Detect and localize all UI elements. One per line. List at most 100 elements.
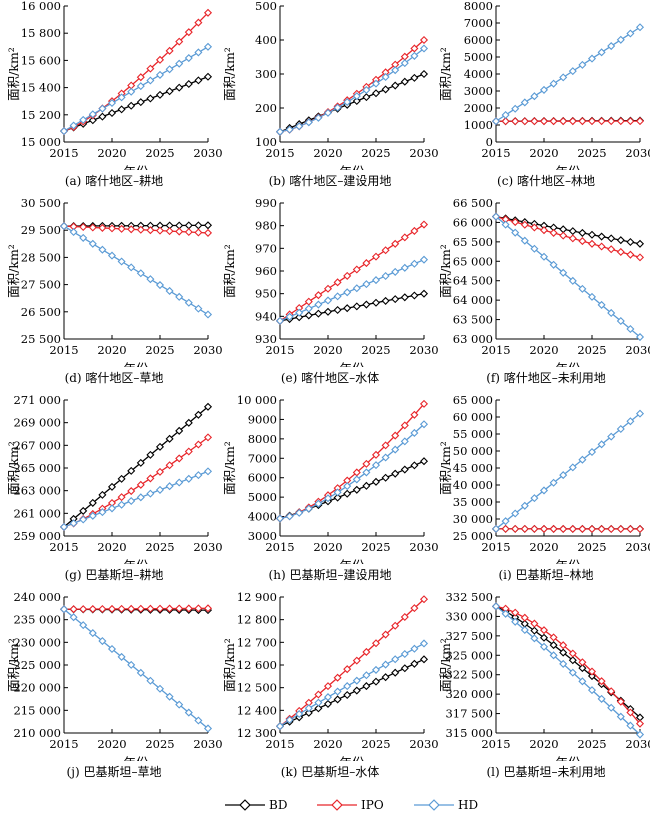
data-point xyxy=(175,454,184,463)
data-point xyxy=(587,686,597,695)
legend-item-hd: HD xyxy=(412,796,482,816)
x-axis-title: 年份 xyxy=(339,558,365,564)
data-point xyxy=(381,453,390,462)
data-point xyxy=(352,485,361,494)
data-point xyxy=(155,221,165,230)
y-tick-label: 235 000 xyxy=(13,613,61,627)
data-point xyxy=(511,524,520,533)
data-point xyxy=(568,524,577,533)
y-tick-label: 322 500 xyxy=(445,668,493,682)
data-point xyxy=(419,44,429,53)
data-point xyxy=(165,286,174,295)
x-tick-label: 2020 xyxy=(529,146,558,160)
data-point xyxy=(587,667,597,676)
data-point xyxy=(352,284,361,293)
y-axis-title: 面积/km² xyxy=(222,47,237,101)
data-point xyxy=(607,703,616,712)
data-point xyxy=(175,292,184,301)
data-point xyxy=(59,522,69,531)
data-point xyxy=(285,512,294,521)
data-point xyxy=(626,237,635,247)
data-point xyxy=(117,474,126,483)
data-point xyxy=(184,604,193,613)
data-point xyxy=(352,676,361,685)
x-tick-label: 2020 xyxy=(313,737,342,751)
data-point xyxy=(549,117,558,126)
data-point xyxy=(391,239,400,248)
y-tick-label: 15 200 xyxy=(21,108,61,122)
data-point xyxy=(352,686,361,695)
data-point xyxy=(597,117,606,126)
y-tick-label: 45 000 xyxy=(453,461,493,475)
x-tick-label: 2025 xyxy=(361,343,390,357)
panel-a: 15 000 15 200 15 400 15 600 15 800 16 000 2015… xyxy=(6,0,222,197)
data-point xyxy=(323,108,333,117)
data-point xyxy=(362,682,371,691)
data-point xyxy=(146,489,155,498)
data-point xyxy=(520,501,529,510)
series-hd xyxy=(491,212,645,342)
panel-l-chart: 315 000 317 500 320 000 322 500 325 000 327 5… xyxy=(438,591,650,761)
data-point xyxy=(275,127,285,136)
data-point xyxy=(520,117,529,126)
data-point xyxy=(343,665,352,674)
legend-label-hd: HD xyxy=(458,798,479,812)
data-point xyxy=(136,668,145,677)
data-point xyxy=(88,116,97,125)
y-tick-label: 35 000 xyxy=(453,495,493,509)
x-axis-title: 年份 xyxy=(123,164,149,170)
data-point xyxy=(362,300,371,309)
data-point xyxy=(194,410,203,419)
data-point xyxy=(511,509,520,518)
data-point xyxy=(194,221,203,230)
panel-d-chart: 25 500 26 500 27 500 28 500 29 500 30 500 2015… xyxy=(6,197,222,367)
data-point xyxy=(400,233,409,242)
data-point xyxy=(79,233,88,242)
y-tick-label: 55 000 xyxy=(453,427,493,441)
data-point xyxy=(127,496,136,506)
x-tick-label: 2015 xyxy=(481,146,510,160)
x-tick-label: 2015 xyxy=(481,540,510,554)
data-point xyxy=(136,480,145,489)
data-point xyxy=(59,605,69,614)
data-point xyxy=(117,604,126,613)
series-ipo xyxy=(275,399,429,523)
data-point xyxy=(362,85,371,95)
data-point xyxy=(362,459,371,468)
data-point xyxy=(520,220,529,229)
data-point xyxy=(79,506,88,515)
data-point xyxy=(501,117,510,126)
data-point xyxy=(549,228,558,237)
panel-e: 930 940 950 960 970 980 990 2015 2020 2025 2030 年份 面… xyxy=(222,197,438,394)
data-point xyxy=(98,223,107,232)
legend: BD IPO HD xyxy=(0,796,650,816)
data-point xyxy=(419,35,429,45)
y-tick-label: 263 000 xyxy=(13,484,61,498)
panel-b-chart: 100 200 300 400 500 2015 2020 2025 2030 年份 面积/km² xyxy=(222,0,438,170)
data-point xyxy=(155,485,165,494)
data-point xyxy=(410,410,419,419)
x-tick-label: 2020 xyxy=(529,343,558,357)
data-point xyxy=(511,218,520,227)
data-point xyxy=(136,225,145,234)
data-point xyxy=(314,698,323,707)
data-point xyxy=(343,489,352,498)
y-tick-label: 15 400 xyxy=(21,81,61,95)
data-point xyxy=(194,604,203,613)
y-tick-label: 990 xyxy=(255,197,277,210)
y-tick-label: 28 500 xyxy=(21,250,61,264)
y-tick-label: 25 500 xyxy=(21,332,61,346)
data-point xyxy=(165,434,174,443)
data-point xyxy=(400,263,409,272)
x-tick-label: 2020 xyxy=(529,540,558,554)
data-point xyxy=(371,639,381,648)
y-tick-label: 65 500 xyxy=(453,235,493,249)
legend-marker-hd xyxy=(414,799,454,811)
data-point xyxy=(203,8,213,17)
series-hd xyxy=(59,605,213,733)
data-point xyxy=(117,257,126,266)
series-line-ipo xyxy=(279,39,425,133)
panel-j-chart: 210 000 215 000 220 000 225 000 230 000 235 0… xyxy=(6,591,222,761)
x-tick-label: 2025 xyxy=(361,146,390,160)
data-point xyxy=(410,428,419,437)
